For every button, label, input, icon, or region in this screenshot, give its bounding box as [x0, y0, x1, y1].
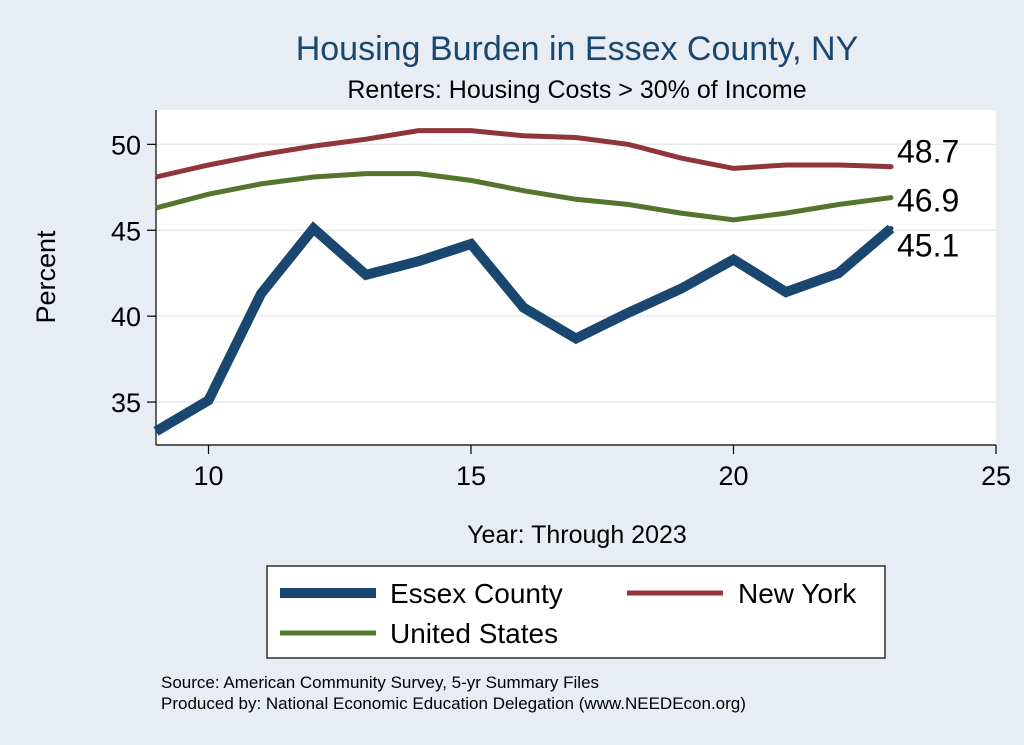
source-note: Source: American Community Survey, 5-yr … [161, 673, 599, 692]
x-axis-ticks: 10 15 20 25 [193, 445, 1011, 491]
y-tick-label-40: 40 [111, 302, 141, 332]
end-point-newyork [888, 164, 894, 170]
x-axis-label: Year: Through 2023 [467, 521, 687, 549]
y-axis-label: Percent [31, 230, 61, 324]
end-point-essex [888, 226, 894, 232]
legend-label-newyork: New York [738, 578, 857, 609]
legend: Essex County New York United States [266, 565, 886, 659]
y-tick-label-35: 35 [111, 388, 141, 418]
x-tick-label-10: 10 [193, 461, 223, 491]
x-tick-label-25: 25 [981, 461, 1011, 491]
gridlines [156, 143, 996, 403]
end-point-us [888, 195, 894, 201]
chart-subtitle: Renters: Housing Costs > 30% of Income [347, 76, 806, 104]
y-axis-ticks: 35 40 45 50 [111, 130, 156, 418]
end-labels: 45.1 48.7 46.9 [888, 134, 959, 264]
end-label-newyork: 48.7 [897, 134, 959, 170]
x-tick-label-20: 20 [718, 461, 748, 491]
legend-box [266, 565, 886, 659]
chart-title: Housing Burden in Essex County, NY [296, 30, 859, 68]
y-tick-label-45: 45 [111, 216, 141, 246]
series-lines [153, 128, 895, 436]
legend-label-essex: Essex County [390, 578, 563, 609]
series-line-essex [153, 221, 895, 436]
producer-note: Produced by: National Economic Education… [161, 694, 746, 713]
series-line-newyork [155, 128, 892, 180]
legend-label-us: United States [390, 618, 558, 649]
end-label-essex: 45.1 [897, 228, 959, 264]
plot-area [156, 110, 996, 445]
y-tick-label-50: 50 [111, 130, 141, 160]
x-tick-label-15: 15 [456, 461, 486, 491]
series-line-us [155, 171, 892, 223]
end-label-us: 46.9 [897, 183, 959, 219]
